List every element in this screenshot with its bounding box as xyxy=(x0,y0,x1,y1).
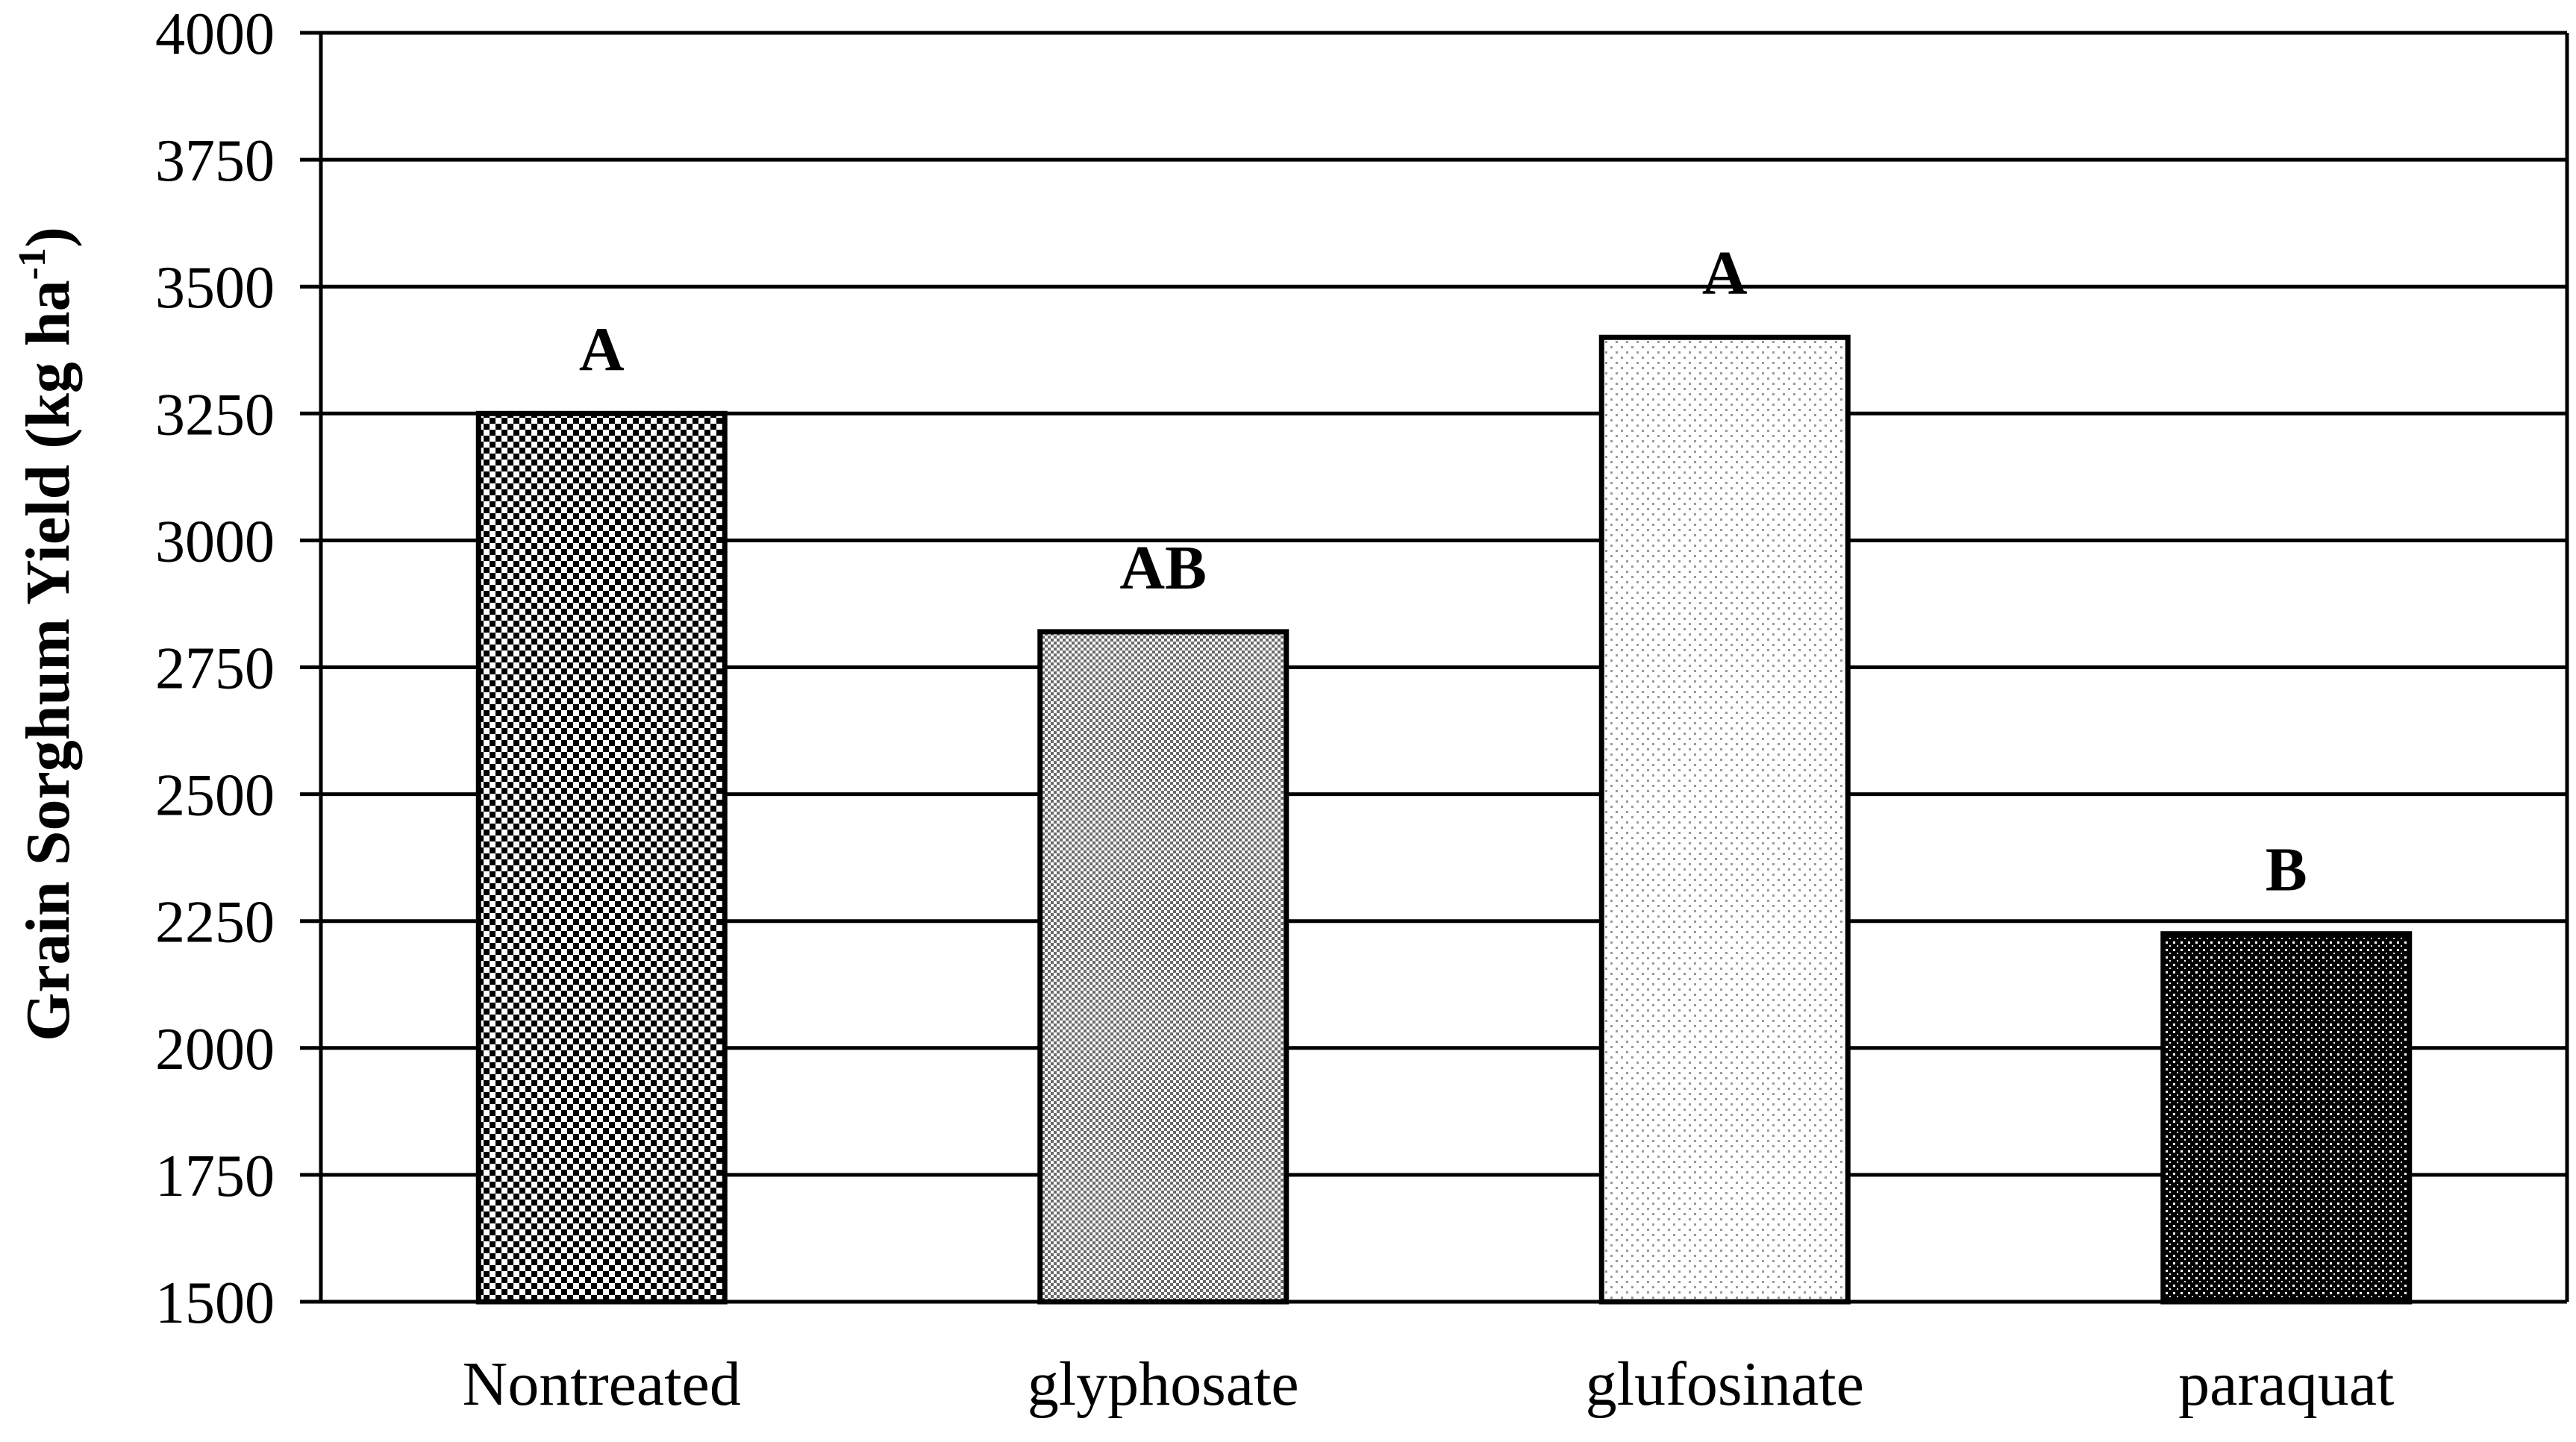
y-tick-label: 3250 xyxy=(155,382,275,448)
y-tick-label: 1500 xyxy=(155,1270,275,1336)
x-tick-label-glufosinate: glufosinate xyxy=(1586,1349,1864,1419)
y-tick-label: 2000 xyxy=(155,1017,275,1082)
x-category-labels: Nontreated glyphosate glufosinate paraquat xyxy=(463,1349,2395,1419)
x-tick-label-nontreated: Nontreated xyxy=(463,1349,741,1419)
significance-letter-glyphosate: AB xyxy=(1119,533,1207,603)
significance-letter-nontreated: A xyxy=(579,315,625,384)
y-tick-label: 1750 xyxy=(155,1144,275,1209)
significance-letter-glufosinate: A xyxy=(1702,239,1748,308)
y-axis-title-main: Grain Sorghum Yield (kg ha xyxy=(13,280,83,1041)
y-tick-labels: 1500 1750 2000 2250 2500 2750 3000 3250 3500 3750… xyxy=(155,1,275,1336)
y-tick-label: 2500 xyxy=(155,763,275,829)
x-tick-label-paraquat: paraquat xyxy=(2178,1349,2394,1419)
bar-paraquat xyxy=(2160,931,2413,1305)
y-tick-label: 2250 xyxy=(155,890,275,956)
y-tick-label: 3500 xyxy=(155,255,275,321)
y-axis-title: Grain Sorghum Yield (kg ha-1) xyxy=(11,227,83,1041)
y-axis-title-superscript: -1 xyxy=(11,248,54,280)
axes xyxy=(300,31,2569,1304)
y-tick-label: 3750 xyxy=(155,128,275,194)
bar-glyphosate xyxy=(1037,629,1289,1305)
y-tick-label: 3000 xyxy=(155,509,275,574)
y-tick-label: 2750 xyxy=(155,636,275,702)
bar-glufosinate xyxy=(1598,334,1851,1305)
bars xyxy=(475,334,2413,1305)
y-axis-title-close: ) xyxy=(13,227,83,248)
bar-nontreated xyxy=(475,410,728,1305)
significance-letter-paraquat: B xyxy=(2266,836,2307,905)
y-tick-label: 4000 xyxy=(155,1,275,67)
x-tick-label-glyphosate: glyphosate xyxy=(1028,1349,1299,1419)
